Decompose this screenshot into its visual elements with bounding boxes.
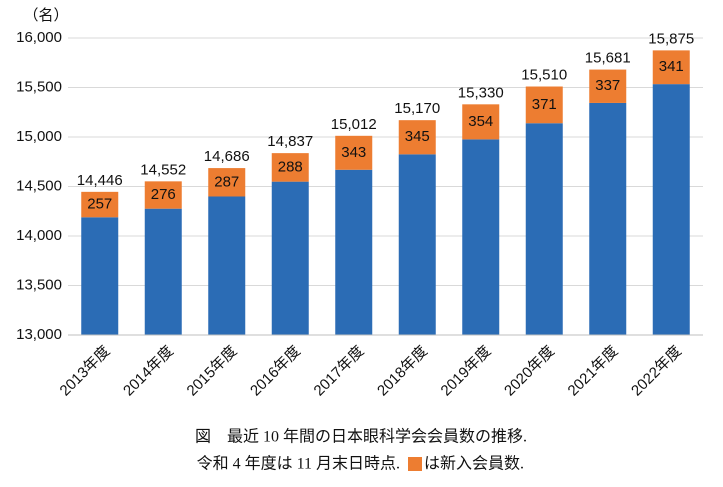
total-label: 15,330 [458,84,504,101]
x-tick-label: 2019年度 [438,343,495,400]
total-label: 14,837 [267,133,313,150]
y-tick-label: 14,000 [16,227,62,244]
value-label: 345 [405,128,430,145]
x-tick-label: 2016年度 [247,343,304,400]
value-label: 337 [595,77,620,94]
x-tick-label: 2018年度 [374,343,431,400]
x-tick-label: 2021年度 [565,343,622,400]
bar-segment [81,217,119,335]
bar-segment [208,196,246,335]
y-tick-label: 13,000 [16,326,62,343]
bar-segment [271,153,309,182]
x-tick-label: 2017年度 [311,343,368,400]
bar-segment [335,135,373,170]
bar-segment [398,120,436,155]
value-label: 343 [341,144,366,161]
total-label: 14,446 [77,172,123,189]
value-label: 287 [214,173,239,190]
bar-segment [81,191,119,218]
bar-segment [398,154,436,335]
bar-segment [462,104,500,140]
chart-subtitle: 令和 4 年度は 11 月末日時点. [197,455,400,473]
total-label: 15,875 [648,30,694,47]
bar-segment [144,208,182,335]
bar-segment [208,168,246,197]
legend-label: は新入会員数. [424,455,524,473]
x-tick-label: 2013年度 [57,343,114,400]
chart-title: 図 最近 10 年間の日本眼科学会会員数の推移. [195,428,527,446]
bar-segment [525,123,563,335]
total-label: 15,681 [585,50,631,67]
value-label: 288 [278,158,303,175]
bar-segment [144,181,182,209]
y-tick-label: 14,500 [16,177,62,194]
legend-swatch [408,457,422,471]
bar-segment [652,84,690,335]
total-label: 15,012 [331,116,377,133]
bar-segment [271,181,309,335]
y-axis-label: （名） [23,7,68,24]
x-tick-label: 2022年度 [628,343,685,400]
y-tick-label: 13,500 [16,276,62,293]
value-label: 354 [468,113,493,130]
value-label: 371 [532,96,557,113]
x-tick-label: 2014年度 [120,343,177,400]
total-label: 14,552 [140,161,186,178]
bar-segment [462,139,500,335]
bar-segment [589,102,627,335]
value-label: 341 [659,58,684,75]
value-label: 257 [87,196,112,213]
total-label: 15,170 [394,100,440,117]
total-label: 14,686 [204,148,250,165]
y-tick-label: 15,000 [16,128,62,145]
bar-segment [652,50,690,85]
x-tick-label: 2020年度 [501,343,558,400]
bar-segment [589,69,627,103]
y-tick-label: 15,500 [16,78,62,95]
bar-segment [525,86,563,124]
total-label: 15,510 [521,66,567,83]
x-tick-label: 2015年度 [184,343,241,400]
value-label: 276 [151,186,176,203]
bar-segment [335,169,373,335]
y-tick-label: 16,000 [16,29,62,46]
